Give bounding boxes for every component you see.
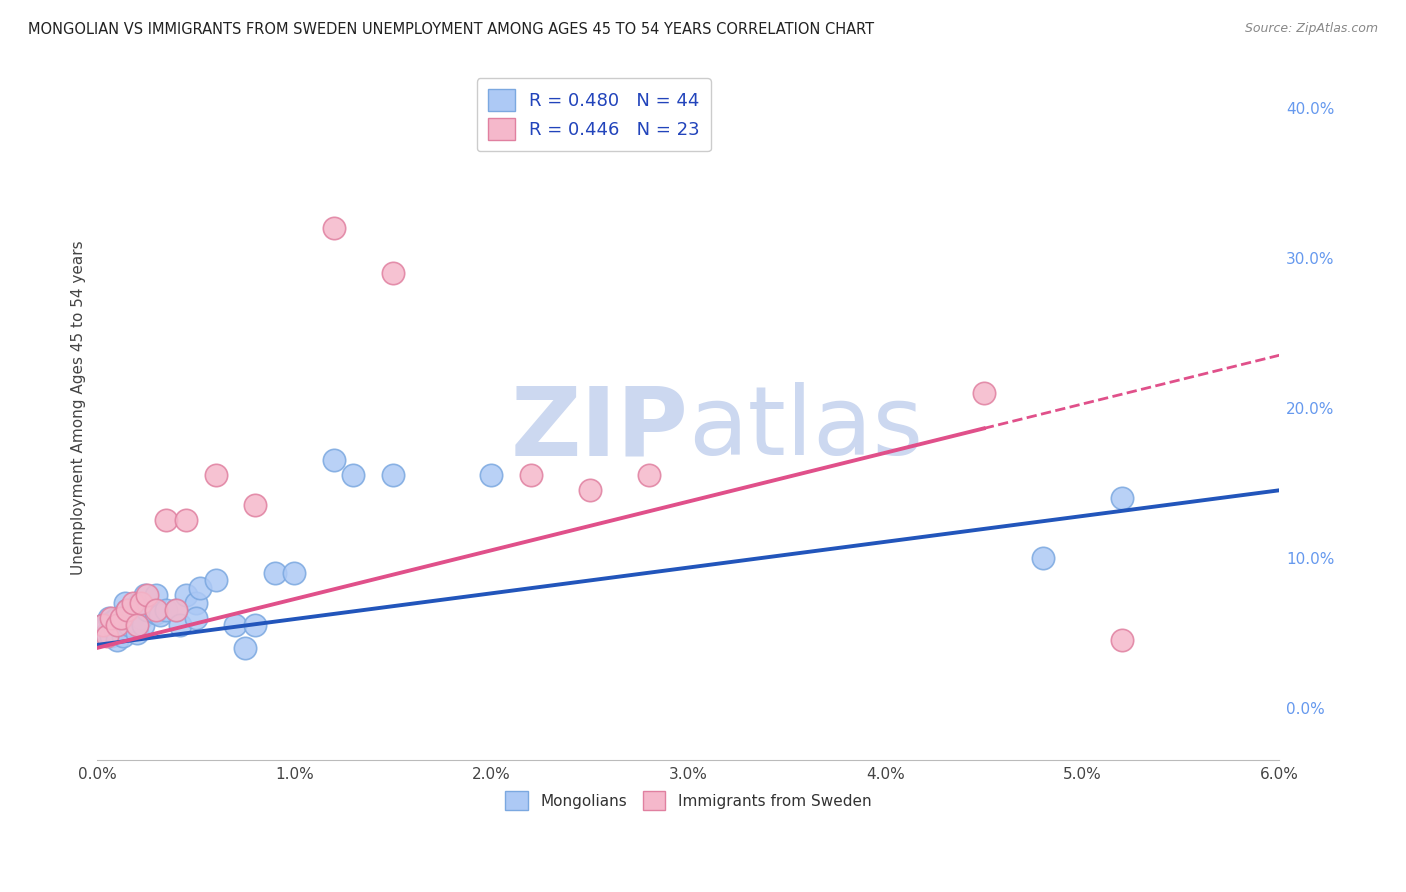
Point xyxy=(165,603,187,617)
Point xyxy=(110,611,132,625)
Point xyxy=(129,611,152,625)
Point xyxy=(155,513,177,527)
Point xyxy=(381,266,404,280)
Point xyxy=(1111,633,1133,648)
Point xyxy=(91,618,114,632)
Point xyxy=(145,603,167,617)
Point xyxy=(121,607,143,622)
Point xyxy=(233,640,256,655)
Point xyxy=(973,385,995,400)
Point xyxy=(111,629,134,643)
Point xyxy=(322,220,344,235)
Point xyxy=(105,611,128,625)
Point xyxy=(149,607,172,622)
Point xyxy=(105,618,128,632)
Point xyxy=(204,468,226,483)
Point xyxy=(165,603,187,617)
Text: atlas: atlas xyxy=(689,383,924,475)
Point xyxy=(283,566,305,580)
Point xyxy=(118,618,141,632)
Point xyxy=(105,633,128,648)
Point xyxy=(243,498,266,512)
Point xyxy=(115,603,138,617)
Point xyxy=(1111,491,1133,505)
Point xyxy=(128,596,150,610)
Point xyxy=(100,611,122,625)
Point xyxy=(263,566,285,580)
Point xyxy=(114,596,136,610)
Text: MONGOLIAN VS IMMIGRANTS FROM SWEDEN UNEMPLOYMENT AMONG AGES 45 TO 54 YEARS CORRE: MONGOLIAN VS IMMIGRANTS FROM SWEDEN UNEM… xyxy=(28,22,875,37)
Point xyxy=(115,603,138,617)
Point xyxy=(131,618,153,632)
Point xyxy=(101,614,124,628)
Y-axis label: Unemployment Among Ages 45 to 54 years: Unemployment Among Ages 45 to 54 years xyxy=(72,241,86,575)
Point xyxy=(519,468,541,483)
Text: Source: ZipAtlas.com: Source: ZipAtlas.com xyxy=(1244,22,1378,36)
Point xyxy=(381,468,404,483)
Legend: Mongolians, Immigrants from Sweden: Mongolians, Immigrants from Sweden xyxy=(499,785,877,816)
Point xyxy=(100,629,122,643)
Point xyxy=(1032,550,1054,565)
Point xyxy=(169,618,191,632)
Point xyxy=(96,629,118,643)
Point xyxy=(224,618,246,632)
Point xyxy=(184,611,207,625)
Point xyxy=(98,611,121,625)
Point xyxy=(638,468,661,483)
Text: ZIP: ZIP xyxy=(510,383,689,475)
Point xyxy=(110,618,132,632)
Point xyxy=(579,483,602,498)
Point xyxy=(188,581,211,595)
Point xyxy=(322,453,344,467)
Point xyxy=(145,607,167,621)
Point xyxy=(243,618,266,632)
Point xyxy=(174,513,197,527)
Point xyxy=(184,596,207,610)
Point xyxy=(479,468,502,483)
Point xyxy=(135,603,157,617)
Point xyxy=(145,588,167,602)
Point xyxy=(129,596,152,610)
Point xyxy=(155,603,177,617)
Point xyxy=(91,618,114,632)
Point xyxy=(135,588,157,602)
Point xyxy=(104,623,127,637)
Point xyxy=(125,618,148,632)
Point xyxy=(120,614,142,628)
Point xyxy=(121,596,143,610)
Point xyxy=(125,625,148,640)
Point xyxy=(174,588,197,602)
Point xyxy=(125,603,148,617)
Point xyxy=(96,625,118,640)
Point xyxy=(134,588,156,602)
Point xyxy=(342,468,364,483)
Point xyxy=(204,574,226,588)
